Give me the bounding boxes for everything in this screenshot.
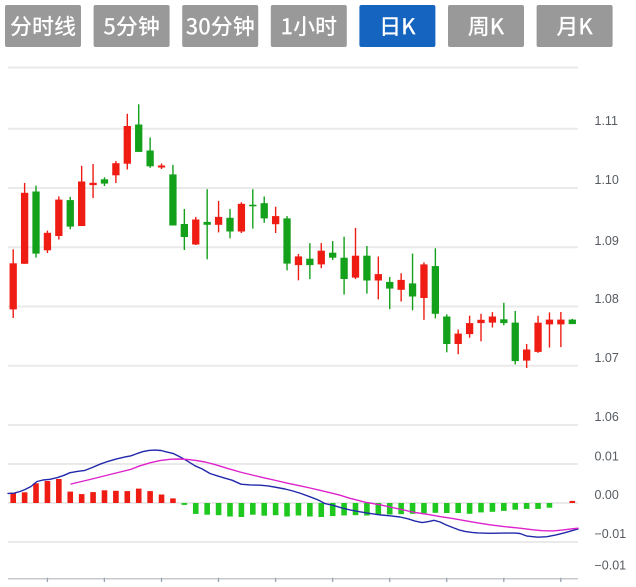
svg-text:1.11: 1.11	[595, 114, 618, 128]
svg-text:−0.01: −0.01	[595, 527, 627, 541]
svg-text:0.01: 0.01	[595, 449, 619, 463]
svg-text:0.00: 0.00	[595, 488, 619, 502]
svg-text:1.09: 1.09	[595, 234, 619, 248]
svg-text:1.06: 1.06	[595, 410, 619, 424]
svg-text:1.07: 1.07	[595, 351, 619, 365]
svg-text:1.10: 1.10	[595, 173, 619, 187]
svg-text:−0.01: −0.01	[595, 559, 627, 573]
svg-text:1.08: 1.08	[595, 292, 619, 306]
